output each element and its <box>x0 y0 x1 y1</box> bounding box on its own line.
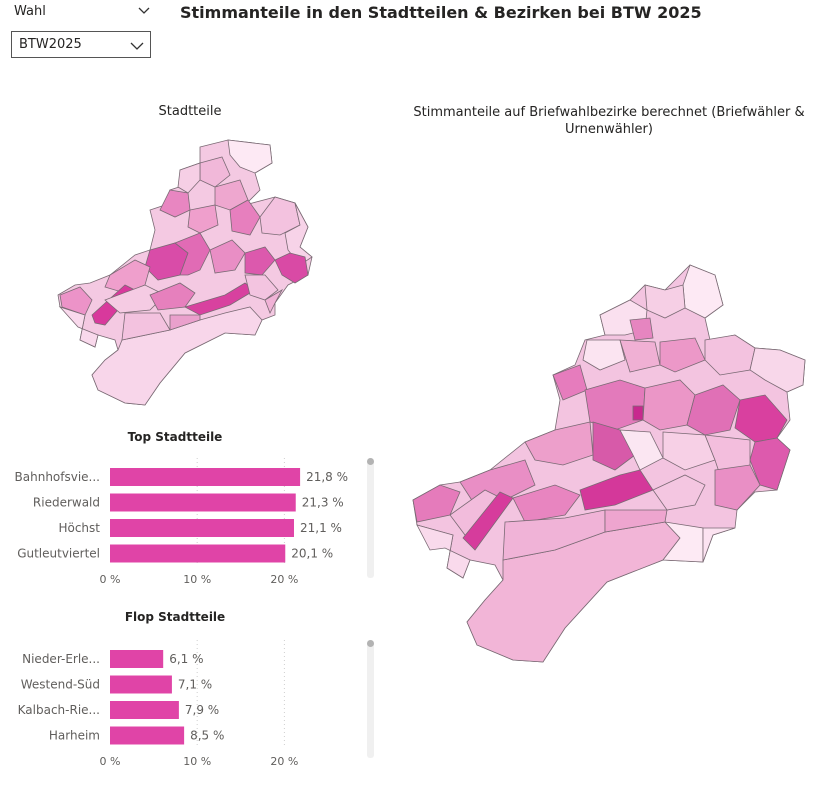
map-right-title-line1: Stimmanteile auf Briefwahlbezirke berech… <box>413 105 805 120</box>
category-label: Harheim <box>49 729 100 743</box>
wahl-dropdown[interactable]: BTW2025 <box>11 31 151 58</box>
top-chart-scrollbar[interactable] <box>367 458 374 578</box>
top-chart-title: Top Stadtteile <box>127 430 223 444</box>
data-label: 21,8 % <box>306 470 348 484</box>
bar <box>110 650 164 668</box>
category-label: Bahnhofsvie... <box>15 470 100 484</box>
x-tick-label: 20 % <box>270 755 298 768</box>
category-label: Höchst <box>58 521 100 535</box>
x-tick-label: 20 % <box>270 573 298 586</box>
briefwahlbezirke-map[interactable] <box>405 260 810 670</box>
dropdown-value: BTW2025 <box>19 37 82 52</box>
map-left-title: Stadtteile <box>158 104 222 119</box>
bar <box>110 726 185 745</box>
bar <box>110 493 296 512</box>
map-right-title-line2: Urnenwähler) <box>565 122 653 137</box>
bar <box>110 544 286 563</box>
bar <box>110 519 294 537</box>
flop-chart-title: Flop Stadtteile <box>124 610 226 624</box>
flop-chart-scrollbar[interactable] <box>367 640 374 758</box>
top-stadtteile-chart[interactable]: 0 % 10 % 20 % Bahnhofsvie... 21,8 % Riederwal… <box>0 455 370 600</box>
scroll-thumb[interactable] <box>367 458 374 465</box>
data-label: 21,3 % <box>302 496 344 510</box>
x-tick-label: 0 % <box>100 755 121 768</box>
data-label: 7,9 % <box>185 703 219 717</box>
data-label: 21,1 % <box>300 521 342 535</box>
x-tick-label: 10 % <box>183 573 211 586</box>
data-label: 20,1 % <box>291 547 333 561</box>
bar <box>110 675 172 694</box>
chevron-down-icon[interactable] <box>136 2 152 18</box>
stadtteile-map[interactable] <box>50 135 320 410</box>
category-label: Riederwald <box>33 496 100 510</box>
flop-stadtteile-chart[interactable]: 0 % 10 % 20 % Nieder-Erle... 6,1 % Westend-Sü… <box>0 636 370 781</box>
bar <box>110 701 179 719</box>
category-label: Kalbach-Rie... <box>18 703 100 717</box>
data-label: 7,1 % <box>178 678 212 692</box>
page-title: Stimmanteile in den Stadtteilen & Bezirk… <box>180 3 702 22</box>
slicer-label: Wahl <box>14 4 46 19</box>
scroll-thumb[interactable] <box>367 640 374 647</box>
chevron-down-icon <box>130 42 144 50</box>
x-tick-label: 10 % <box>183 755 211 768</box>
category-label: Westend-Süd <box>21 678 100 692</box>
bar <box>110 468 301 486</box>
x-tick-label: 0 % <box>100 573 121 586</box>
category-label: Nieder-Erle... <box>22 652 100 666</box>
category-label: Gutleutviertel <box>17 547 100 561</box>
data-label: 8,5 % <box>190 729 224 743</box>
map-right-title: Stimmanteile auf Briefwahlbezirke berech… <box>393 104 825 138</box>
data-label: 6,1 % <box>169 652 203 666</box>
